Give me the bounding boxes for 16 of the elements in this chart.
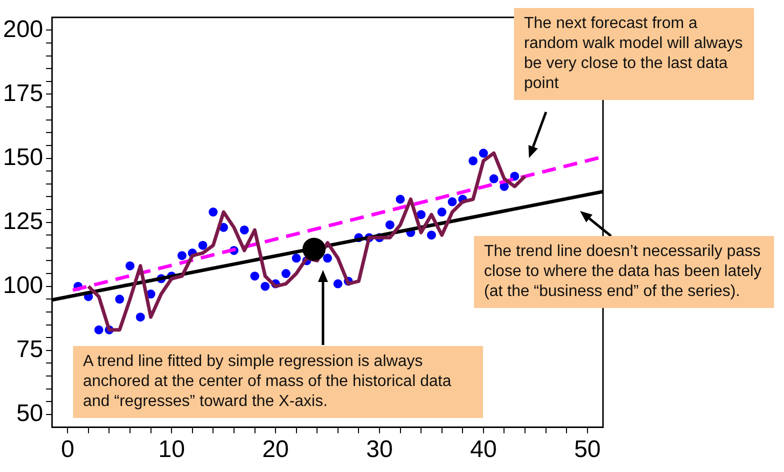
annotation: The trend line doesn’t necessarily pass close to where the data has been lately (at the “business end” of the series).: [474, 236, 774, 308]
y-tick-label: 200: [2, 16, 44, 43]
y-tick-label: 175: [2, 80, 44, 107]
x-tick-label: 50: [574, 436, 601, 464]
y-tick-label: 50: [16, 400, 44, 428]
y-tick-label: 125: [2, 208, 44, 235]
y-tick-label: 75: [16, 336, 44, 363]
x-tick-label: 10: [158, 436, 185, 464]
annotation: A trend line fitted by simple regression is always anchored at the center of mass of the historical data and “regresses” toward the X-axis.: [73, 346, 483, 418]
y-tick-label: 100: [2, 272, 44, 299]
x-tick-label: 20: [262, 436, 289, 464]
annotation: The next forecast from a random walk model will always be very close to the last data point: [514, 8, 754, 100]
y-tick-label: 150: [2, 144, 44, 171]
x-tick-label: 30: [366, 436, 393, 464]
x-tick-label: 40: [470, 436, 497, 464]
x-tick-label: 0: [60, 436, 74, 464]
